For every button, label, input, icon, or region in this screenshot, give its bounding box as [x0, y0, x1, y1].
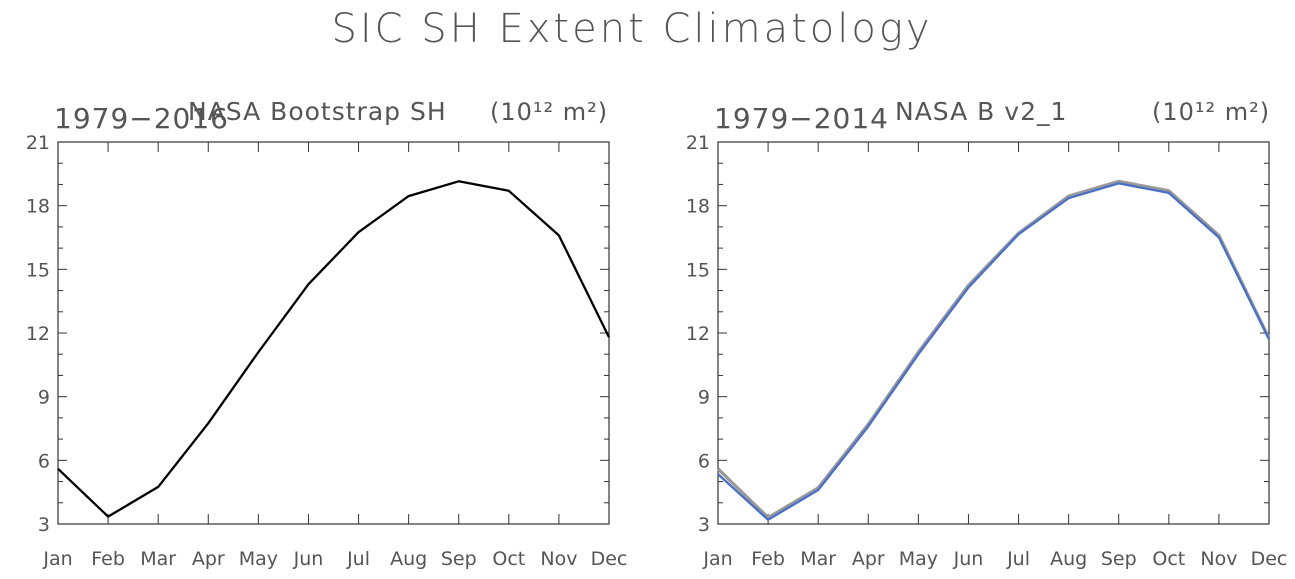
x-tick-label: Dec [591, 548, 628, 570]
x-tick-label: Oct [1152, 548, 1185, 570]
panel-period-title: 1979−2014 [714, 102, 889, 135]
x-tick-label: Mar [800, 548, 836, 570]
x-tick-label: Sep [441, 548, 477, 570]
y-tick-label: 3 [38, 514, 50, 536]
x-tick-label: Dec [1251, 548, 1288, 570]
x-tick-label: Aug [1050, 548, 1087, 570]
y-tick-label: 21 [26, 132, 50, 154]
x-tick-label: Nov [1200, 548, 1237, 570]
chart-panel-2: 1979−2014 NASA B v2_1 (10¹² m²) 3 6 9 12 15 18 21… [686, 97, 1288, 570]
y-tick-label: 6 [38, 450, 50, 472]
series-line-1 [57, 180, 611, 518]
series-line-1 [716, 179, 1271, 520]
panel-period-title: 1979−2016 [54, 102, 229, 135]
y-tick-label: 18 [26, 196, 50, 218]
y-tick-label: 6 [698, 450, 710, 472]
x-tick-label: Oct [492, 548, 525, 570]
panel-dataset-title: NASA B v2_1 [895, 97, 1067, 126]
x-tick-label: Mar [140, 548, 176, 570]
y-tick-label: 12 [26, 323, 50, 345]
x-tick-label: Apr [852, 548, 885, 570]
y-tick-label: 18 [686, 196, 710, 218]
y-tick-label: 9 [698, 387, 710, 409]
x-tick-label: Sep [1101, 548, 1137, 570]
x-tick-label: Feb [751, 548, 785, 570]
panel-units-label: (10¹² m²) [490, 98, 608, 126]
x-tick-label: Jan [702, 548, 732, 570]
plot-frame [717, 141, 1270, 525]
x-tick-label: Jun [293, 548, 324, 570]
x-tick-label: May [899, 548, 938, 570]
x-tick-label: Nov [540, 548, 577, 570]
series-line-2 [717, 182, 1271, 521]
x-tick-label: May [239, 548, 278, 570]
panel-units-label: (10¹² m²) [1152, 98, 1270, 126]
y-tick-label: 3 [698, 514, 710, 536]
x-tick-label: Jan [42, 548, 72, 570]
y-tick-label: 9 [38, 387, 50, 409]
y-tick-label: 12 [686, 323, 710, 345]
x-tick-label: Jul [346, 548, 370, 570]
y-tick-label: 15 [26, 259, 50, 281]
x-tick-label: Feb [91, 548, 125, 570]
panel-dataset-title: NASA Bootstrap SH [188, 97, 447, 126]
x-tick-label: Jul [1006, 548, 1030, 570]
x-tick-label: Jun [953, 548, 984, 570]
y-tick-label: 15 [686, 259, 710, 281]
figure-title: SIC SH Extent Climatology [331, 6, 932, 52]
x-tick-label: Apr [192, 548, 225, 570]
plot-frame [57, 141, 610, 525]
x-tick-label: Aug [390, 548, 427, 570]
y-tick-label: 21 [686, 132, 710, 154]
